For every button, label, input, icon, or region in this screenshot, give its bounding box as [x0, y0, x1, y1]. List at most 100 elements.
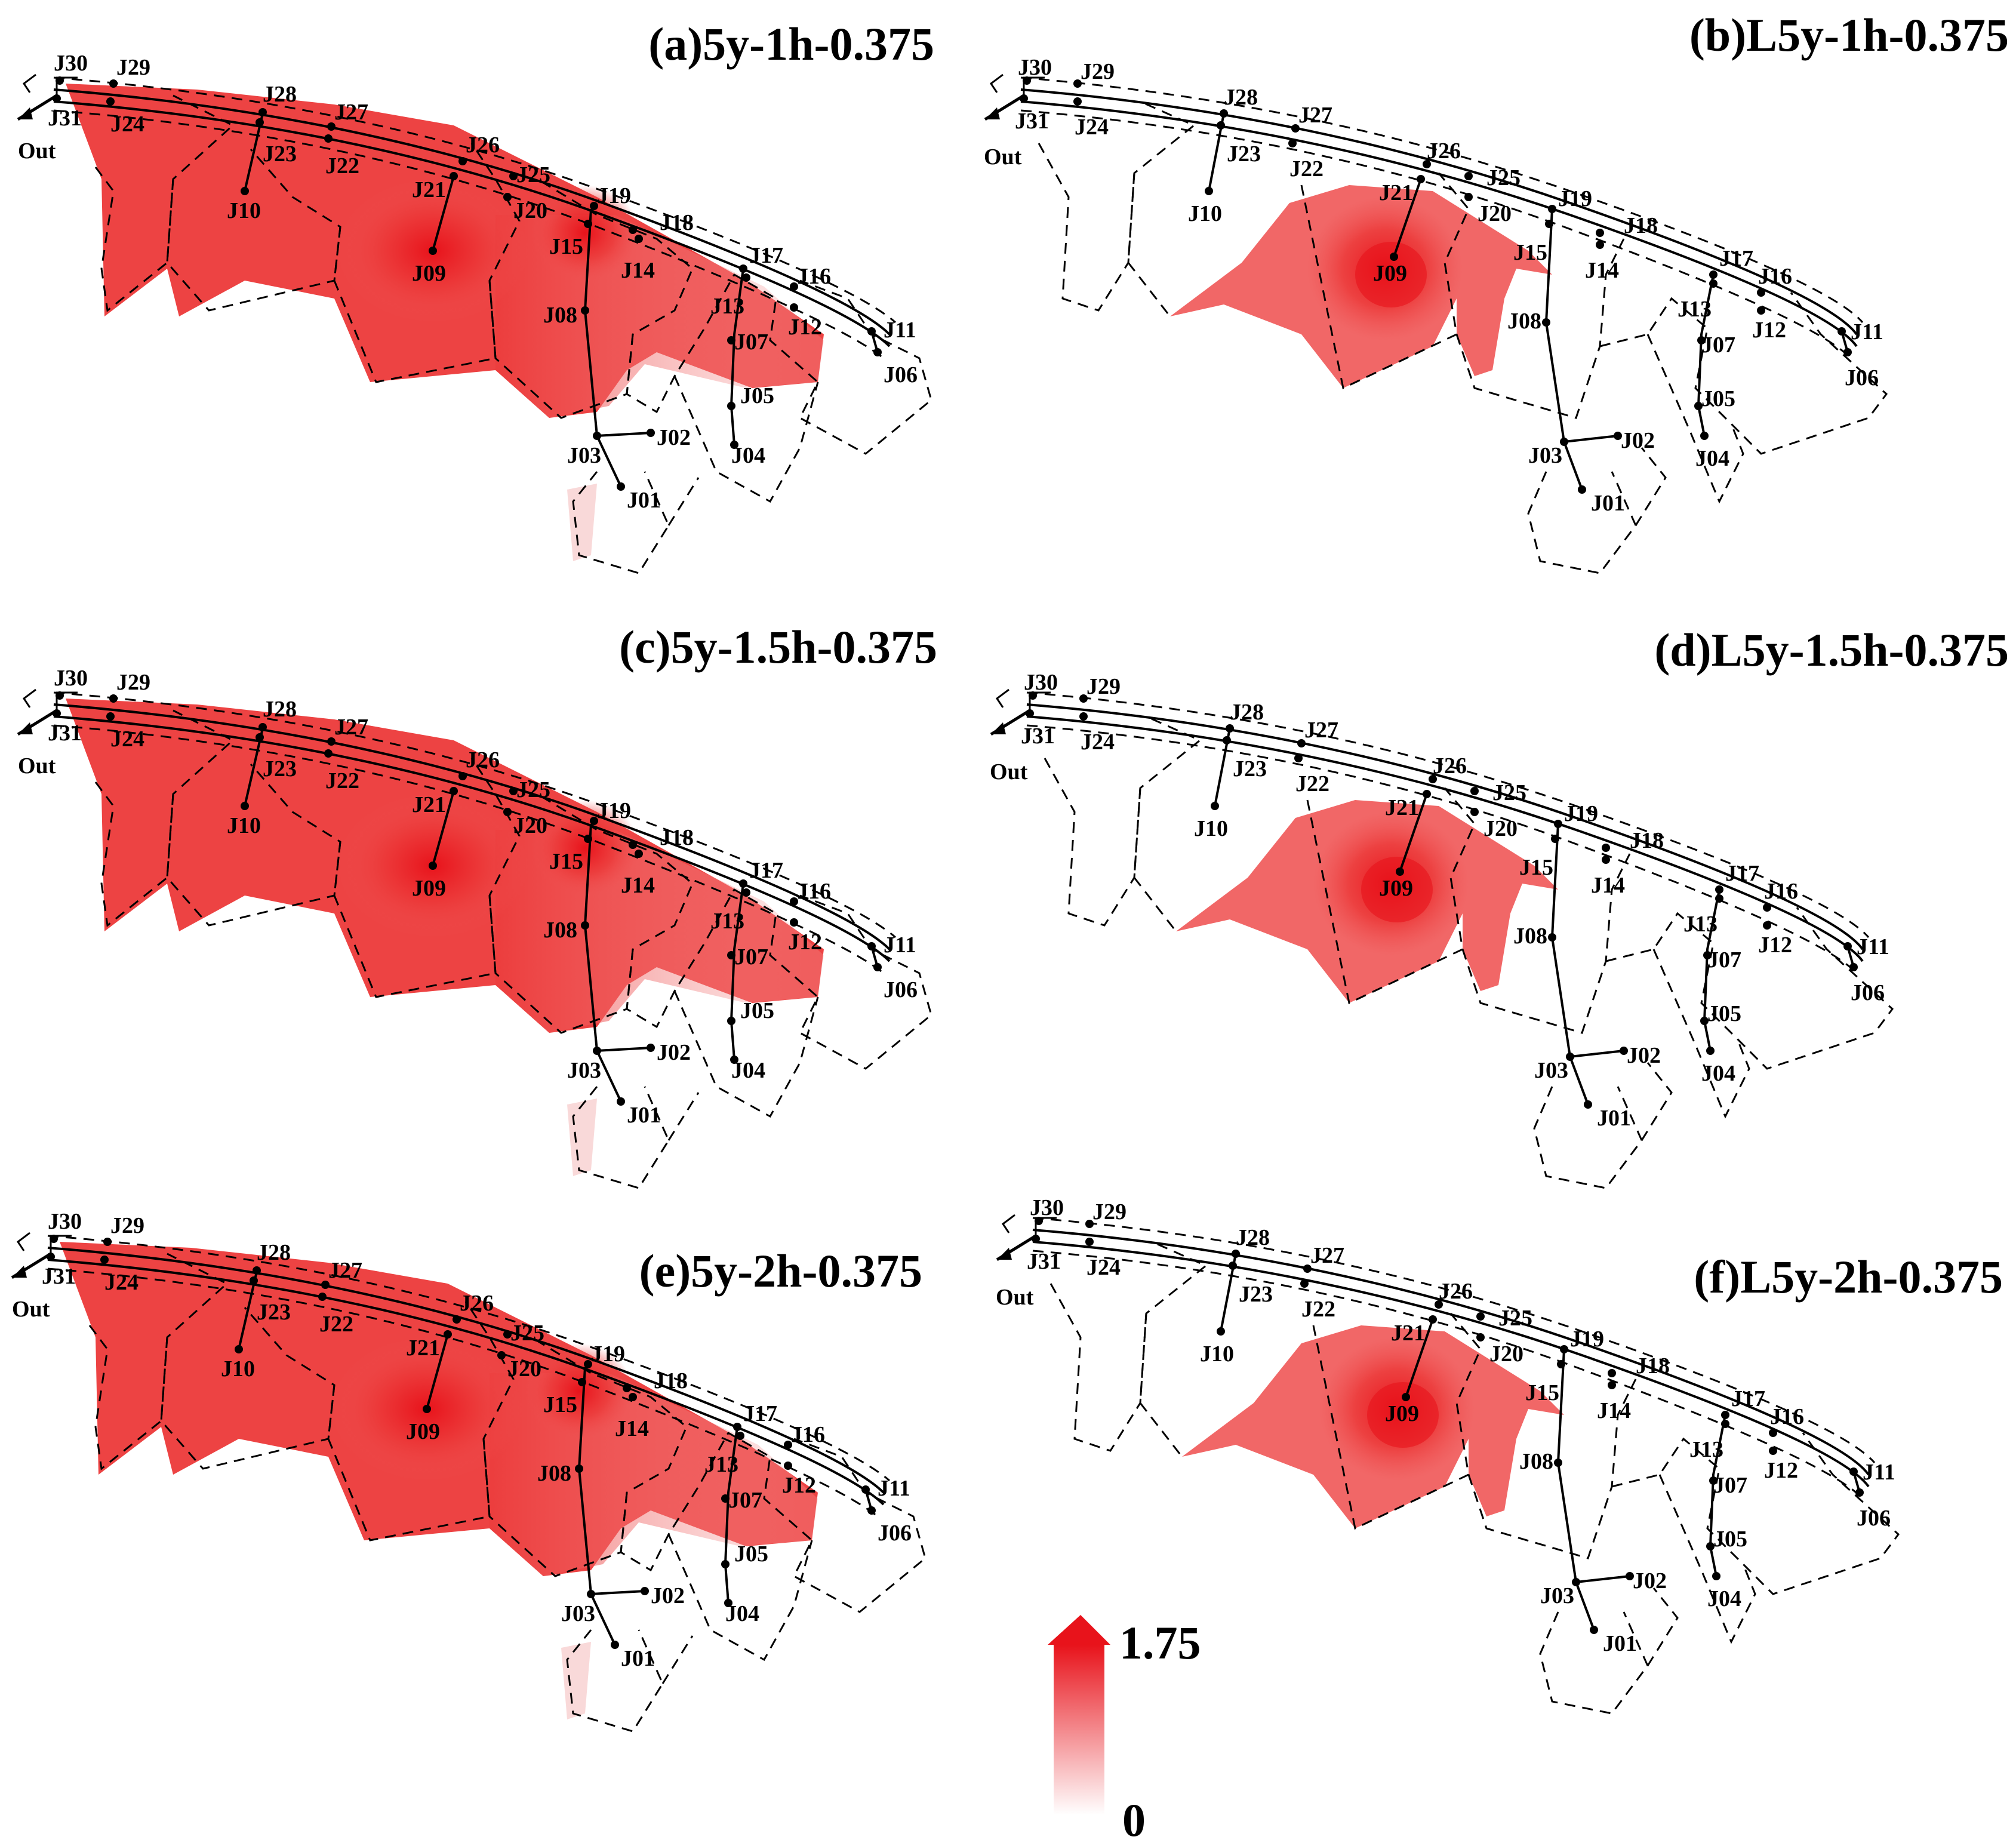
- junction-label: J07: [734, 944, 768, 970]
- junction-label: J28: [1224, 85, 1258, 110]
- junction-label: J01: [1603, 1631, 1637, 1656]
- junction-label: J30: [54, 666, 88, 691]
- junction-label: J29: [116, 670, 150, 695]
- junction-label: J18: [1624, 213, 1658, 238]
- junction-label: J08: [543, 918, 577, 943]
- junction-label: J08: [1513, 924, 1547, 949]
- junction-label: J17: [1719, 246, 1753, 271]
- junction-label: J06: [878, 1521, 912, 1546]
- junction-label: J15: [1525, 1380, 1559, 1405]
- junction-label: Out: [984, 144, 1022, 170]
- junction-label: J20: [1489, 1342, 1523, 1367]
- junction-label: J07: [1713, 1473, 1747, 1498]
- junction-label: J31: [48, 721, 82, 746]
- junction-label: J17: [1731, 1386, 1765, 1411]
- junction-label: J02: [657, 1040, 691, 1065]
- junction-label: J24: [104, 1270, 138, 1295]
- junction-label: J21: [1385, 795, 1419, 820]
- junction-label: J04: [731, 1058, 765, 1083]
- junction-label: J26: [1433, 753, 1467, 779]
- junction-label: J21: [406, 1336, 440, 1361]
- junction-label: J30: [1024, 670, 1058, 695]
- junction-label: J02: [1627, 1043, 1661, 1068]
- junction-label: J29: [1087, 674, 1121, 699]
- panel-title-a: (a)5y-1h-0.375: [648, 18, 934, 70]
- junction-label: J16: [1764, 879, 1798, 904]
- junction-label: J04: [731, 443, 765, 468]
- junction-label: J25: [510, 1321, 544, 1346]
- junction-label: J11: [1863, 1460, 1895, 1485]
- junction-label: J14: [1585, 258, 1619, 283]
- junction-label: J05: [740, 383, 774, 408]
- street-lines: [53, 76, 896, 359]
- junction-label: J25: [1498, 1306, 1532, 1331]
- junction-label: J11: [884, 933, 916, 958]
- junction-label: J08: [537, 1461, 571, 1486]
- outfall-arrow: [17, 73, 78, 121]
- junction-label: J23: [257, 1300, 291, 1325]
- panel-title-f: (f)L5y-2h-0.375: [1694, 1251, 2003, 1303]
- junction-label: J21: [1391, 1321, 1425, 1346]
- junction-label: J16: [791, 1422, 825, 1447]
- junction-labels-panel-c: J01 J02 J03 J04 J05 J06 J07 J08 J09 J10 J11 J12 J13 J…: [18, 666, 918, 1128]
- junction-label: J19: [597, 798, 631, 823]
- junction-label: J21: [1379, 180, 1413, 205]
- junction-label: J16: [797, 879, 831, 904]
- junction-label: J14: [1591, 873, 1625, 898]
- junction-label: J29: [116, 55, 150, 80]
- panel-title-d: (d)L5y-1.5h-0.375: [1654, 624, 2009, 676]
- junction-label: J09: [1373, 261, 1407, 286]
- junction-label: J15: [549, 234, 583, 259]
- scale-max-label: 1.75: [1119, 1617, 1201, 1669]
- junction-label: J01: [1597, 1106, 1631, 1131]
- junction-label: J08: [1519, 1449, 1553, 1474]
- junction-label: J30: [54, 51, 88, 76]
- junction-label: J14: [621, 258, 655, 283]
- junction-label: J04: [725, 1601, 759, 1626]
- junction-nodes: [53, 76, 882, 491]
- junction-label: J04: [1701, 1061, 1735, 1086]
- junction-label: J06: [884, 977, 918, 1002]
- junction-label: J05: [1713, 1527, 1747, 1552]
- panel-title-b: (b)L5y-1h-0.375: [1689, 9, 2009, 61]
- junction-label: J11: [878, 1476, 910, 1501]
- junction-label: J05: [740, 998, 774, 1023]
- junction-label: J27: [334, 715, 368, 740]
- junction-label: J10: [1188, 201, 1222, 226]
- junction-label: Out: [18, 753, 56, 779]
- panel-title-c: (c)5y-1.5h-0.375: [619, 621, 937, 673]
- junction-label: J07: [1701, 333, 1735, 358]
- junction-label: J22: [1295, 771, 1329, 796]
- junction-label: J06: [1857, 1506, 1891, 1531]
- junction-label: J28: [263, 697, 297, 722]
- junction-label: J13: [1683, 912, 1718, 937]
- junction-labels-panel-b: J01 J02 J03 J04 J05 J06 J07 J08 J09 J10 J11 J12 J13 J…: [984, 55, 1883, 516]
- junction-label: J27: [1304, 718, 1338, 743]
- junction-label: J07: [734, 330, 768, 355]
- junction-label: J12: [788, 930, 822, 955]
- junction-label: J23: [1239, 1282, 1273, 1307]
- junction-label: J09: [412, 261, 446, 286]
- junction-label: J19: [1570, 1327, 1604, 1352]
- junction-label: J22: [1301, 1297, 1335, 1322]
- junction-label: J05: [734, 1542, 768, 1567]
- junction-label: J28: [1230, 700, 1264, 725]
- street-lines: [1020, 76, 1864, 359]
- junction-label: J03: [1534, 1058, 1568, 1083]
- scale-min-label: 0: [1122, 1794, 1146, 1846]
- junction-label: J13: [710, 909, 744, 934]
- junction-label: J25: [516, 162, 550, 187]
- junction-labels-panel-a: J01 J02 J03 J04 J05 J06 J07 J08 J09 J10 J11 J12 J13 J…: [18, 51, 918, 513]
- junction-label: J18: [660, 210, 694, 235]
- junction-label: J18: [1636, 1353, 1670, 1379]
- junction-label: J28: [257, 1240, 291, 1265]
- junction-label: J10: [221, 1356, 255, 1382]
- junction-label: J09: [406, 1419, 440, 1444]
- junction-label: J16: [1770, 1404, 1804, 1429]
- junction-label: J20: [1478, 201, 1512, 226]
- junction-label: J30: [48, 1209, 82, 1234]
- junction-label: J12: [782, 1473, 816, 1498]
- junction-label: J20: [1483, 816, 1518, 841]
- junction-label: J10: [1200, 1342, 1234, 1367]
